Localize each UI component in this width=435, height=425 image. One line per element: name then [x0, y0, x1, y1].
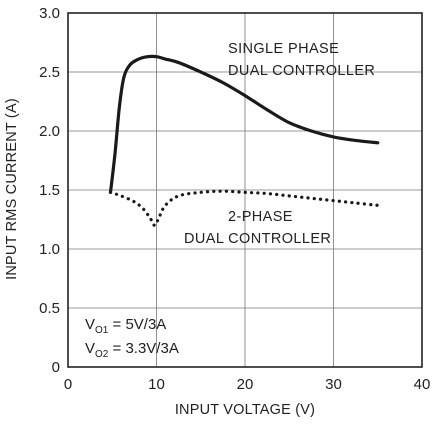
y-tick-label: 1.5: [39, 182, 60, 199]
condition-note: VO1 = 5V/3A VO2 = 3.3V/3A: [85, 316, 179, 360]
series-layer: [108, 54, 380, 227]
y-tick-label: 1.0: [39, 241, 60, 258]
grid: [68, 13, 422, 367]
y-tick-labels: 0 0.5 1.0 1.5 2.0 2.5 3.0: [39, 5, 60, 376]
series-label-two-phase-line1: 2-PHASE: [228, 209, 293, 225]
y-tick-label: 2.0: [39, 123, 60, 140]
series-label-two-phase-line2: DUAL CONTROLLER: [184, 231, 331, 247]
y-tick-label: 2.5: [39, 64, 60, 81]
x-axis-title: INPUT VOLTAGE (V): [175, 402, 315, 418]
y-axis-title: INPUT RMS CURRENT (A): [4, 98, 20, 280]
y-tick-label: 3.0: [39, 5, 60, 22]
x-tick-label: 0: [64, 376, 72, 393]
condition-note-line2: VO2 = 3.3V/3A: [85, 340, 179, 360]
series-line-single-phase: [108, 54, 380, 194]
x-tick-label: 20: [237, 376, 254, 393]
series-label-single-phase: SINGLE PHASE DUAL CONTROLLER: [228, 41, 375, 79]
x-tick-label: 30: [325, 376, 342, 393]
series-label-single-phase-line1: SINGLE PHASE: [228, 41, 339, 57]
condition-note-line1: VO1 = 5V/3A: [85, 316, 166, 336]
plot-frame: [67, 12, 423, 368]
x-tick-label: 10: [148, 376, 165, 393]
series-label-two-phase: 2-PHASE DUAL CONTROLLER: [184, 209, 331, 247]
x-tick-labels: 0 10 20 30 40: [64, 376, 431, 393]
y-tick-label: 0.5: [39, 300, 60, 317]
x-tick-label: 40: [414, 376, 431, 393]
series-label-single-phase-line2: DUAL CONTROLLER: [228, 63, 375, 79]
series-line-two-phase: [108, 189, 380, 227]
y-tick-label: 0: [52, 359, 60, 376]
